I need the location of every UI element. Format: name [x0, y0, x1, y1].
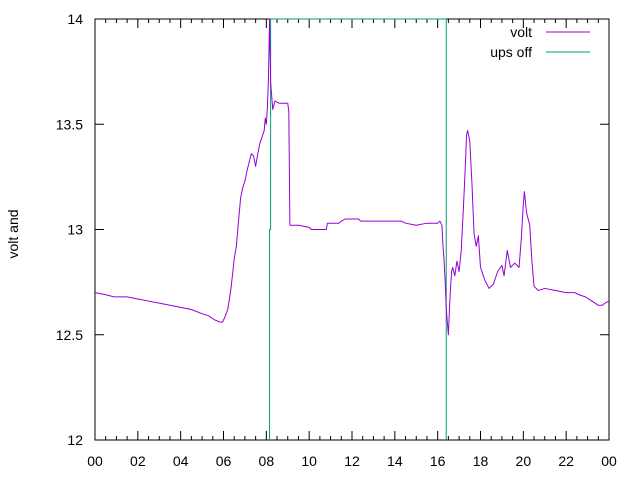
- y-tick-label: 13: [67, 222, 83, 238]
- x-tick-label: 06: [216, 453, 232, 469]
- legend-label-ups-off: ups off: [490, 44, 532, 60]
- y-tick-label: 13.5: [56, 116, 83, 132]
- y-tick-labels: 12 12.5 13 13.5 14: [56, 11, 83, 448]
- x-tick-label: 04: [173, 453, 189, 469]
- x-tick-label: 10: [301, 453, 317, 469]
- y-tick-label: 14: [67, 11, 83, 27]
- legend: volt ups off: [490, 24, 590, 60]
- series-line-ups-off: [269, 18, 447, 440]
- x-tick-label: 00: [87, 453, 103, 469]
- y-tick-label: 12.5: [56, 327, 83, 343]
- x-tick-label: 22: [558, 453, 574, 469]
- x-tick-label: 08: [259, 453, 275, 469]
- x-tick-label: 14: [387, 453, 403, 469]
- axis-ticks: [94, 18, 610, 441]
- legend-label-volt: volt: [510, 24, 532, 40]
- x-tick-label: 20: [516, 453, 532, 469]
- y-tick-label: 12: [67, 432, 83, 448]
- x-tick-label: 02: [130, 453, 146, 469]
- plot-frame: [94, 18, 610, 441]
- y-axis-label: volt and: [5, 209, 21, 258]
- series-lines: [94, 18, 610, 440]
- x-tick-label: 00: [601, 453, 617, 469]
- x-tick-label: 16: [430, 453, 446, 469]
- x-tick-label: 18: [473, 453, 489, 469]
- x-tick-labels: 00 02 04 06 08 10 12 14 16 18 20 22 00: [87, 453, 617, 469]
- series-line-volt: [94, 18, 610, 336]
- x-tick-label: 12: [344, 453, 360, 469]
